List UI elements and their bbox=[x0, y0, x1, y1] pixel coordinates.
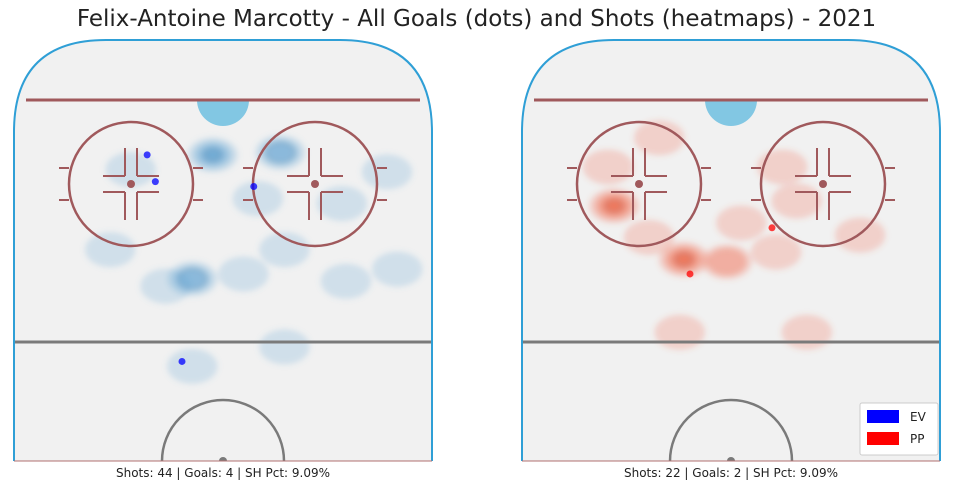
stats-caption-pp: Shots: 22 | Goals: 2 | SH Pct: 9.09% bbox=[624, 466, 838, 480]
shot-density-7-0 bbox=[771, 183, 822, 219]
legend-label-ev: EV bbox=[910, 410, 927, 424]
rink-left bbox=[13, 39, 433, 462]
shot-heatmap bbox=[84, 134, 423, 384]
goal-crease bbox=[705, 100, 757, 126]
shot-density-2-1 bbox=[707, 248, 747, 276]
shot-heatmap-blur bbox=[84, 134, 423, 384]
shot-density-3-0 bbox=[232, 181, 284, 217]
chart-title: Felix-Antoine Marcotty - All Goals (dots… bbox=[76, 6, 877, 32]
center-dot bbox=[219, 457, 227, 461]
legend-swatch-ev bbox=[867, 410, 899, 423]
goal-dot-0 bbox=[768, 224, 776, 232]
rink-right bbox=[521, 39, 941, 462]
center-circle-group bbox=[668, 398, 794, 461]
faceoff-dot-0 bbox=[127, 180, 135, 188]
shot-density-7-0 bbox=[84, 232, 136, 268]
center-dot bbox=[727, 457, 735, 461]
goal-dot-0 bbox=[143, 151, 151, 159]
faceoff-dot-1 bbox=[819, 180, 827, 188]
center-circle-group bbox=[160, 398, 286, 461]
goal-crease bbox=[197, 100, 249, 126]
shot-density-1-2 bbox=[266, 142, 295, 163]
shot-density-12-0 bbox=[781, 314, 833, 350]
shot-density-6-0 bbox=[140, 268, 191, 304]
shot-density-2-0 bbox=[105, 151, 157, 188]
legend-swatch-pp bbox=[867, 432, 899, 445]
rink-boards bbox=[521, 39, 941, 461]
shot-density-5-0 bbox=[259, 232, 310, 268]
ice-surface bbox=[14, 40, 432, 461]
shot-density-9-0 bbox=[750, 234, 802, 270]
faceoff-dot-0 bbox=[635, 180, 643, 188]
rink-boards bbox=[13, 39, 433, 461]
shot-density-1-3 bbox=[675, 253, 693, 266]
faceoff-dot-1 bbox=[311, 180, 319, 188]
center-circle bbox=[668, 398, 794, 461]
shot-density-3-0 bbox=[623, 219, 675, 256]
legend: EV PP bbox=[859, 402, 939, 456]
faceoff-circle-0 bbox=[575, 120, 703, 248]
shot-density-6-0 bbox=[756, 149, 808, 185]
shot-density-10-0 bbox=[316, 185, 368, 222]
shot-density-11-0 bbox=[361, 154, 413, 190]
shot-density-9-0 bbox=[320, 263, 372, 299]
shot-density-13-0 bbox=[259, 329, 310, 365]
shot-density-4-0 bbox=[582, 149, 634, 185]
faceoff-circle-1 bbox=[759, 120, 887, 248]
shot-density-0-3 bbox=[204, 148, 222, 161]
legend-label-pp: PP bbox=[910, 432, 924, 446]
shot-density-5-0 bbox=[633, 120, 685, 156]
goal-dot-2 bbox=[250, 182, 258, 190]
stats-caption-ev: Shots: 44 | Goals: 4 | SH Pct: 9.09% bbox=[116, 466, 330, 480]
faceoff-circle-0 bbox=[67, 120, 195, 248]
goal-dot-1 bbox=[151, 178, 159, 186]
goal-dot-3 bbox=[178, 357, 186, 365]
shot-density-0-3 bbox=[605, 199, 623, 212]
shot-density-11-0 bbox=[654, 314, 706, 350]
shot-density-12-0 bbox=[371, 251, 423, 287]
shot-density-14-0 bbox=[166, 348, 218, 384]
center-circle bbox=[160, 398, 286, 461]
shot-density-8-0 bbox=[218, 256, 269, 292]
shot-density-8-0 bbox=[715, 205, 767, 241]
goal-dot-1 bbox=[686, 270, 694, 278]
